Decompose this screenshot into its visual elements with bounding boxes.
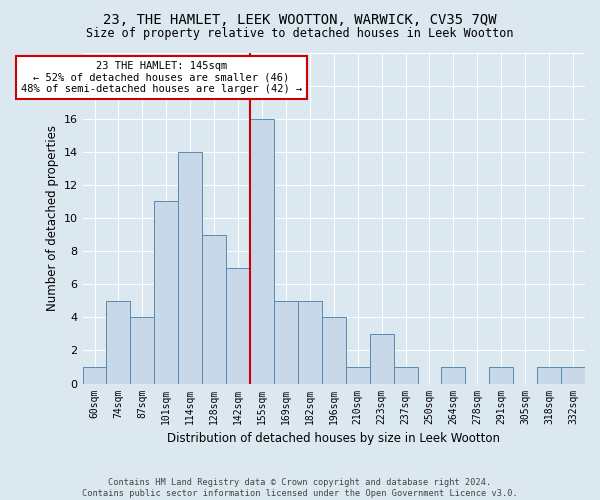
Bar xyxy=(226,268,250,384)
Bar xyxy=(322,318,346,384)
Bar xyxy=(394,367,418,384)
Bar xyxy=(298,301,322,384)
Bar xyxy=(202,234,226,384)
Bar xyxy=(274,301,298,384)
X-axis label: Distribution of detached houses by size in Leek Wootton: Distribution of detached houses by size … xyxy=(167,432,500,445)
Bar xyxy=(442,367,466,384)
Y-axis label: Number of detached properties: Number of detached properties xyxy=(46,125,59,311)
Text: 23, THE HAMLET, LEEK WOOTTON, WARWICK, CV35 7QW: 23, THE HAMLET, LEEK WOOTTON, WARWICK, C… xyxy=(103,12,497,26)
Bar xyxy=(489,367,513,384)
Text: Size of property relative to detached houses in Leek Wootton: Size of property relative to detached ho… xyxy=(86,28,514,40)
Bar xyxy=(106,301,130,384)
Bar xyxy=(537,367,561,384)
Bar xyxy=(561,367,585,384)
Text: Contains HM Land Registry data © Crown copyright and database right 2024.
Contai: Contains HM Land Registry data © Crown c… xyxy=(82,478,518,498)
Bar xyxy=(346,367,370,384)
Bar xyxy=(370,334,394,384)
Bar xyxy=(250,118,274,384)
Bar xyxy=(83,367,106,384)
Bar xyxy=(130,318,154,384)
Bar xyxy=(154,202,178,384)
Bar xyxy=(178,152,202,384)
Text: 23 THE HAMLET: 145sqm
← 52% of detached houses are smaller (46)
48% of semi-deta: 23 THE HAMLET: 145sqm ← 52% of detached … xyxy=(21,61,302,94)
